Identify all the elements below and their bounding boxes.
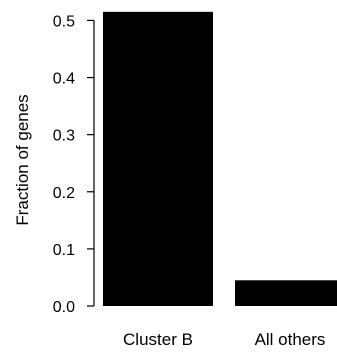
y-tick-label: 0.5 [53,13,75,30]
y-tick-label: 0.0 [53,299,75,316]
y-axis-title: Fraction of genes [13,94,32,225]
bar-cluster-b [103,11,213,306]
bars [103,11,337,306]
y-tick-label: 0.2 [53,185,75,202]
y-tick-label: 0.3 [53,128,75,145]
x-category-label: All others [255,330,326,349]
x-axis-labels: Cluster B All others [123,330,325,349]
y-axis: 0.0 0.1 0.2 0.3 0.4 0.5 [53,13,95,316]
y-tick-label: 0.1 [53,242,75,259]
bar-all-others [235,280,337,306]
y-tick-label: 0.4 [53,71,75,88]
x-category-label: Cluster B [123,330,193,349]
